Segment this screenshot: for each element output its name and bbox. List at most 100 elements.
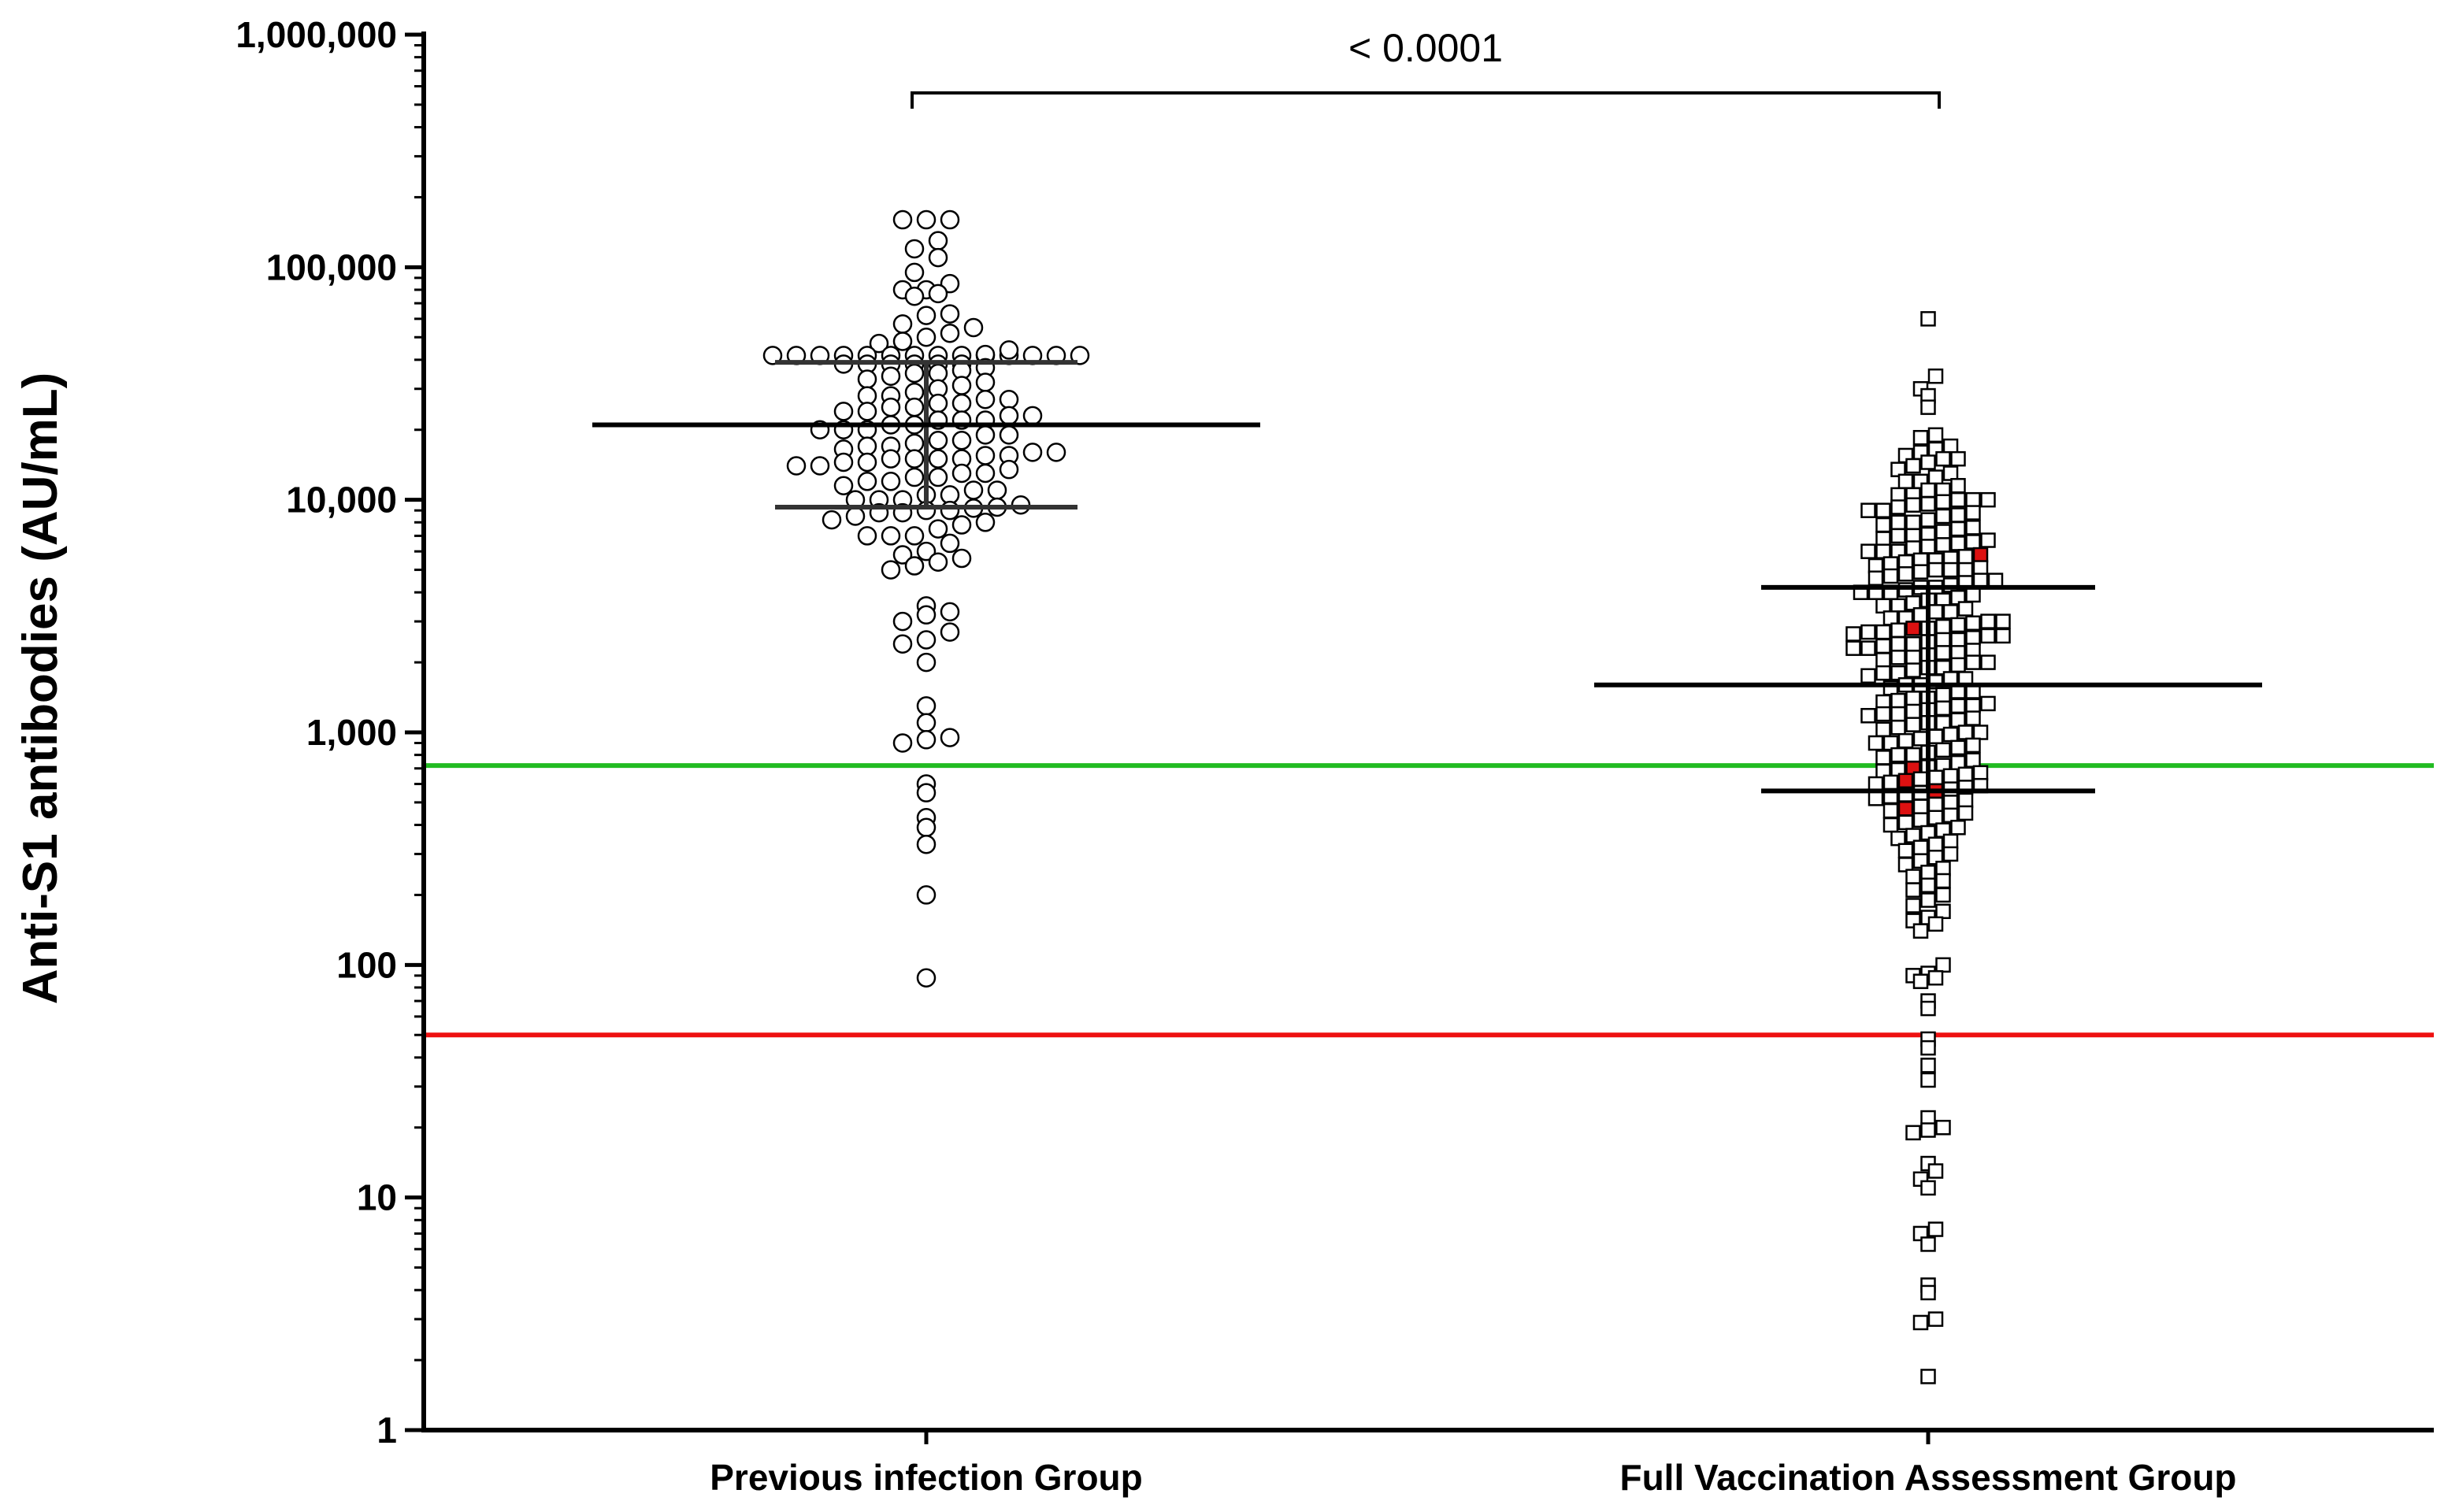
point-previous-infection	[1070, 346, 1090, 365]
point-full-vaccination	[1897, 473, 1914, 490]
point-full-vaccination	[1957, 792, 1974, 809]
point-full-vaccination	[1965, 520, 1981, 536]
point-previous-infection	[916, 652, 937, 673]
point-previous-infection	[916, 541, 937, 561]
point-full-vaccination	[1860, 502, 1876, 518]
point-full-vaccination	[1882, 568, 1899, 584]
point-full-vaccination	[1875, 517, 1891, 533]
point-full-vaccination	[1875, 531, 1891, 547]
point-previous-infection	[928, 449, 948, 469]
point-full-vaccination	[1972, 724, 1989, 740]
point-full-vaccination	[1927, 796, 1944, 813]
point-full-vaccination	[1927, 769, 1944, 785]
point-full-vaccination	[1972, 547, 1989, 563]
point-full-vaccination	[1957, 561, 1974, 578]
point-previous-infection	[940, 304, 960, 324]
point-full-vaccination	[1868, 558, 1884, 574]
point-full-vaccination	[1935, 537, 1951, 553]
point-previous-infection	[928, 519, 948, 539]
point-full-vaccination	[1897, 801, 1914, 817]
point-full-vaccination	[1965, 534, 1981, 550]
point-full-vaccination	[1920, 482, 1936, 498]
point-full-vaccination	[1912, 839, 1929, 855]
point-full-vaccination	[1845, 640, 1861, 656]
point-full-vaccination	[1942, 768, 1959, 784]
point-previous-infection	[904, 286, 925, 306]
point-previous-infection	[975, 446, 996, 465]
point-full-vaccination	[1905, 636, 1921, 652]
point-previous-infection	[916, 730, 937, 750]
point-previous-infection	[951, 431, 972, 450]
point-full-vaccination	[1935, 618, 1951, 635]
point-previous-infection	[916, 885, 937, 905]
point-full-vaccination	[1935, 494, 1951, 510]
point-full-vaccination	[1897, 732, 1914, 749]
point-full-vaccination	[1920, 1040, 1936, 1056]
point-full-vaccination	[1905, 662, 1921, 678]
point-full-vaccination	[1860, 543, 1876, 559]
point-full-vaccination	[1927, 368, 1944, 384]
point-full-vaccination	[1942, 833, 1959, 850]
point-full-vaccination	[1972, 765, 1989, 781]
point-previous-infection	[940, 602, 960, 622]
point-previous-infection	[916, 605, 937, 625]
point-previous-infection	[822, 510, 842, 530]
point-full-vaccination	[1860, 640, 1876, 656]
point-full-vaccination	[1927, 1311, 1944, 1327]
point-previous-infection	[928, 431, 948, 450]
point-full-vaccination	[1890, 692, 1906, 709]
point-previous-infection	[881, 472, 901, 491]
point-previous-infection	[916, 817, 937, 838]
point-full-vaccination	[1920, 311, 1936, 327]
point-previous-infection	[999, 340, 1019, 360]
point-previous-infection	[904, 239, 925, 259]
point-full-vaccination	[1935, 524, 1951, 539]
point-full-vaccination	[1905, 514, 1921, 531]
point-full-vaccination	[1920, 512, 1936, 528]
point-full-vaccination	[1950, 739, 1966, 756]
point-previous-infection	[833, 402, 854, 421]
point-full-vaccination	[1860, 624, 1876, 640]
point-previous-infection	[892, 314, 913, 334]
point-full-vaccination	[1905, 869, 1921, 884]
point-previous-infection	[928, 552, 948, 572]
point-full-vaccination	[1920, 496, 1936, 512]
point-previous-infection	[928, 393, 948, 413]
point-full-vaccination	[1905, 717, 1921, 732]
point-full-vaccination	[1965, 737, 1981, 754]
point-full-vaccination	[1920, 1284, 1936, 1301]
x-category-label: Previous infection Group	[710, 1457, 1143, 1498]
point-full-vaccination	[1935, 508, 1951, 524]
point-full-vaccination	[1995, 628, 2011, 644]
point-previous-infection	[916, 713, 937, 733]
point-full-vaccination	[1890, 650, 1906, 665]
point-full-vaccination	[1860, 708, 1876, 724]
point-previous-infection	[881, 449, 901, 469]
point-full-vaccination	[1875, 624, 1891, 640]
point-previous-infection	[892, 332, 913, 351]
point-previous-infection	[833, 476, 854, 495]
point-full-vaccination	[1875, 750, 1891, 765]
point-previous-infection	[951, 548, 972, 569]
point-full-vaccination	[1920, 454, 1936, 470]
point-full-vaccination	[1890, 747, 1906, 763]
point-full-vaccination	[1950, 521, 1966, 537]
point-full-vaccination	[1912, 1314, 1929, 1331]
point-full-vaccination	[1950, 536, 1966, 551]
point-full-vaccination	[1920, 539, 1936, 554]
point-previous-infection	[999, 459, 1019, 480]
point-full-vaccination	[1890, 636, 1906, 652]
point-full-vaccination	[1920, 1122, 1936, 1138]
point-previous-infection	[845, 506, 866, 526]
point-previous-infection	[916, 630, 937, 650]
point-full-vaccination	[1905, 898, 1921, 914]
point-full-vaccination	[1868, 570, 1884, 587]
point-previous-infection	[892, 634, 913, 654]
point-previous-infection	[762, 346, 783, 365]
point-full-vaccination	[1927, 836, 1944, 852]
point-full-vaccination	[1965, 505, 1981, 521]
point-previous-infection	[940, 622, 960, 642]
point-previous-infection	[999, 390, 1019, 410]
point-full-vaccination	[1927, 469, 1944, 485]
point-full-vaccination	[1912, 923, 1929, 939]
